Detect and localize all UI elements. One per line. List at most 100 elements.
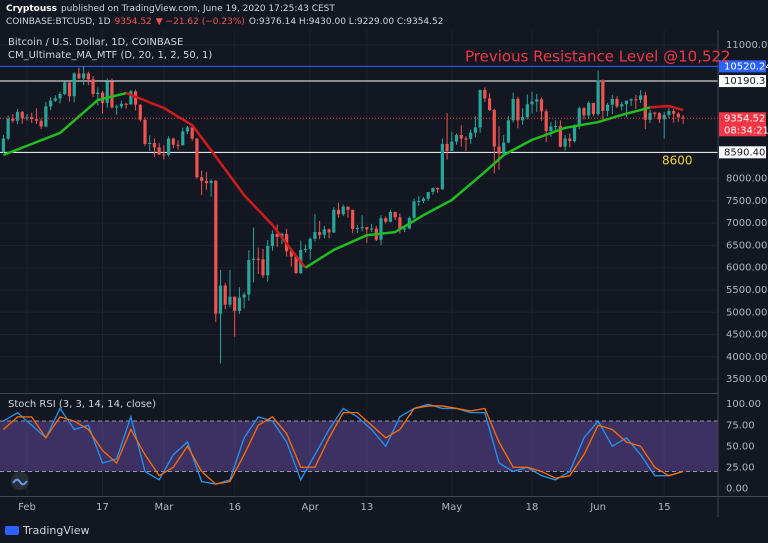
candle-body (620, 104, 624, 107)
candle-body (662, 114, 666, 120)
candle-body (346, 206, 350, 210)
candle-body (629, 99, 633, 101)
candle-body (591, 102, 595, 115)
candle-body (30, 117, 34, 119)
brand-logo: TradingView (5, 524, 89, 537)
rsi-line (3, 403, 684, 485)
candle-body (483, 89, 487, 99)
candle-body (639, 95, 643, 100)
candle-body (605, 104, 610, 111)
publish-line: Cryptouss published on TradingView.com, J… (6, 4, 335, 14)
candle-body (667, 110, 671, 115)
candle-body (445, 143, 449, 152)
candle-body (181, 131, 185, 146)
brand: TradingView (22, 524, 89, 537)
candle-body (251, 258, 256, 261)
candle-body (601, 80, 605, 111)
candle-body (200, 177, 204, 181)
candle-body (44, 106, 48, 127)
last-price-label: 9354.52 (724, 113, 765, 124)
candle-body (365, 227, 369, 230)
candle-body (398, 217, 402, 230)
candle-body (289, 251, 293, 257)
candle-body (247, 260, 251, 295)
y-tick-label: 7000.00 (726, 218, 767, 229)
candle-body (341, 206, 345, 215)
x-tick-label: Feb (18, 502, 36, 513)
candle-body (266, 245, 270, 276)
candle-body (129, 91, 133, 105)
published: published on TradingView.com, June 19, 2… (61, 4, 335, 14)
y-tick-label: 8000.00 (726, 174, 767, 185)
candle-body (332, 209, 336, 233)
x-tick-label: 15 (658, 502, 671, 513)
candle-body (336, 209, 341, 215)
candle-body (233, 296, 237, 311)
candle-body (322, 229, 326, 235)
annotation: Previous Resistance Level @10,522 (465, 48, 731, 66)
level-label: 8590.40 (724, 147, 765, 158)
candle-body (454, 134, 459, 142)
candle-body (525, 104, 529, 118)
annotation: 8600 (662, 154, 693, 168)
candle-body (171, 138, 175, 145)
y-tick-label: 5000.00 (726, 307, 767, 318)
candle-body (176, 144, 180, 146)
rsi-band (0, 421, 718, 472)
level-label: 10190.39 (724, 76, 768, 87)
candle-body (384, 218, 388, 222)
chart-title: Bitcoin / U.S. Dollar, 1D, COINBASE (8, 37, 183, 48)
candle-body (572, 125, 577, 142)
y-tick-label: 11000.00 (726, 40, 768, 51)
candle-body (308, 238, 312, 250)
candle-body (464, 138, 468, 140)
candle-body (379, 218, 383, 240)
candle-body (582, 108, 586, 116)
candle-body (440, 143, 444, 190)
candle-body (355, 228, 359, 230)
candle-body (487, 98, 492, 111)
x-tick-label: 17 (96, 502, 109, 513)
rsi-tick-label: 100.00 (726, 399, 761, 410)
candle-body (143, 119, 147, 144)
candle-body (110, 81, 114, 108)
candle-body (318, 232, 322, 235)
candle-body (20, 111, 24, 119)
candle-body (459, 134, 463, 139)
candle-body (162, 154, 166, 156)
candle-body (535, 99, 539, 102)
candle-body (6, 118, 10, 139)
candle-body (417, 200, 421, 202)
candle-body (138, 104, 142, 120)
candle-body (53, 98, 57, 101)
candle-body (39, 120, 43, 127)
x-tick-label: May (441, 502, 462, 513)
candle-body (11, 118, 15, 121)
candle-body (634, 99, 638, 101)
price: 9354.52 (115, 17, 152, 27)
candle-body (195, 138, 199, 178)
candle-body (502, 142, 506, 154)
candle-body (63, 82, 67, 94)
x-tick-label: 13 (360, 502, 373, 513)
candle-body (544, 111, 548, 131)
candle-body (1, 138, 5, 152)
rsi-tick-label: 0.00 (726, 483, 748, 494)
candle-body (516, 98, 520, 121)
level-tag (719, 146, 766, 159)
candle-body (558, 126, 562, 147)
x-tick-label: Jun (589, 502, 606, 513)
candle-body (157, 147, 161, 155)
candle-body (34, 118, 39, 121)
last-price-tag (719, 112, 766, 137)
y-tick-label: 5500.00 (726, 285, 767, 296)
candle-body (77, 73, 81, 79)
level-tag (719, 60, 766, 73)
rsi-line (2, 405, 684, 485)
candle-body (554, 126, 558, 128)
candle-body (681, 117, 685, 119)
candle-body (615, 98, 619, 107)
candle-body (167, 138, 171, 156)
candle-body (275, 233, 279, 237)
